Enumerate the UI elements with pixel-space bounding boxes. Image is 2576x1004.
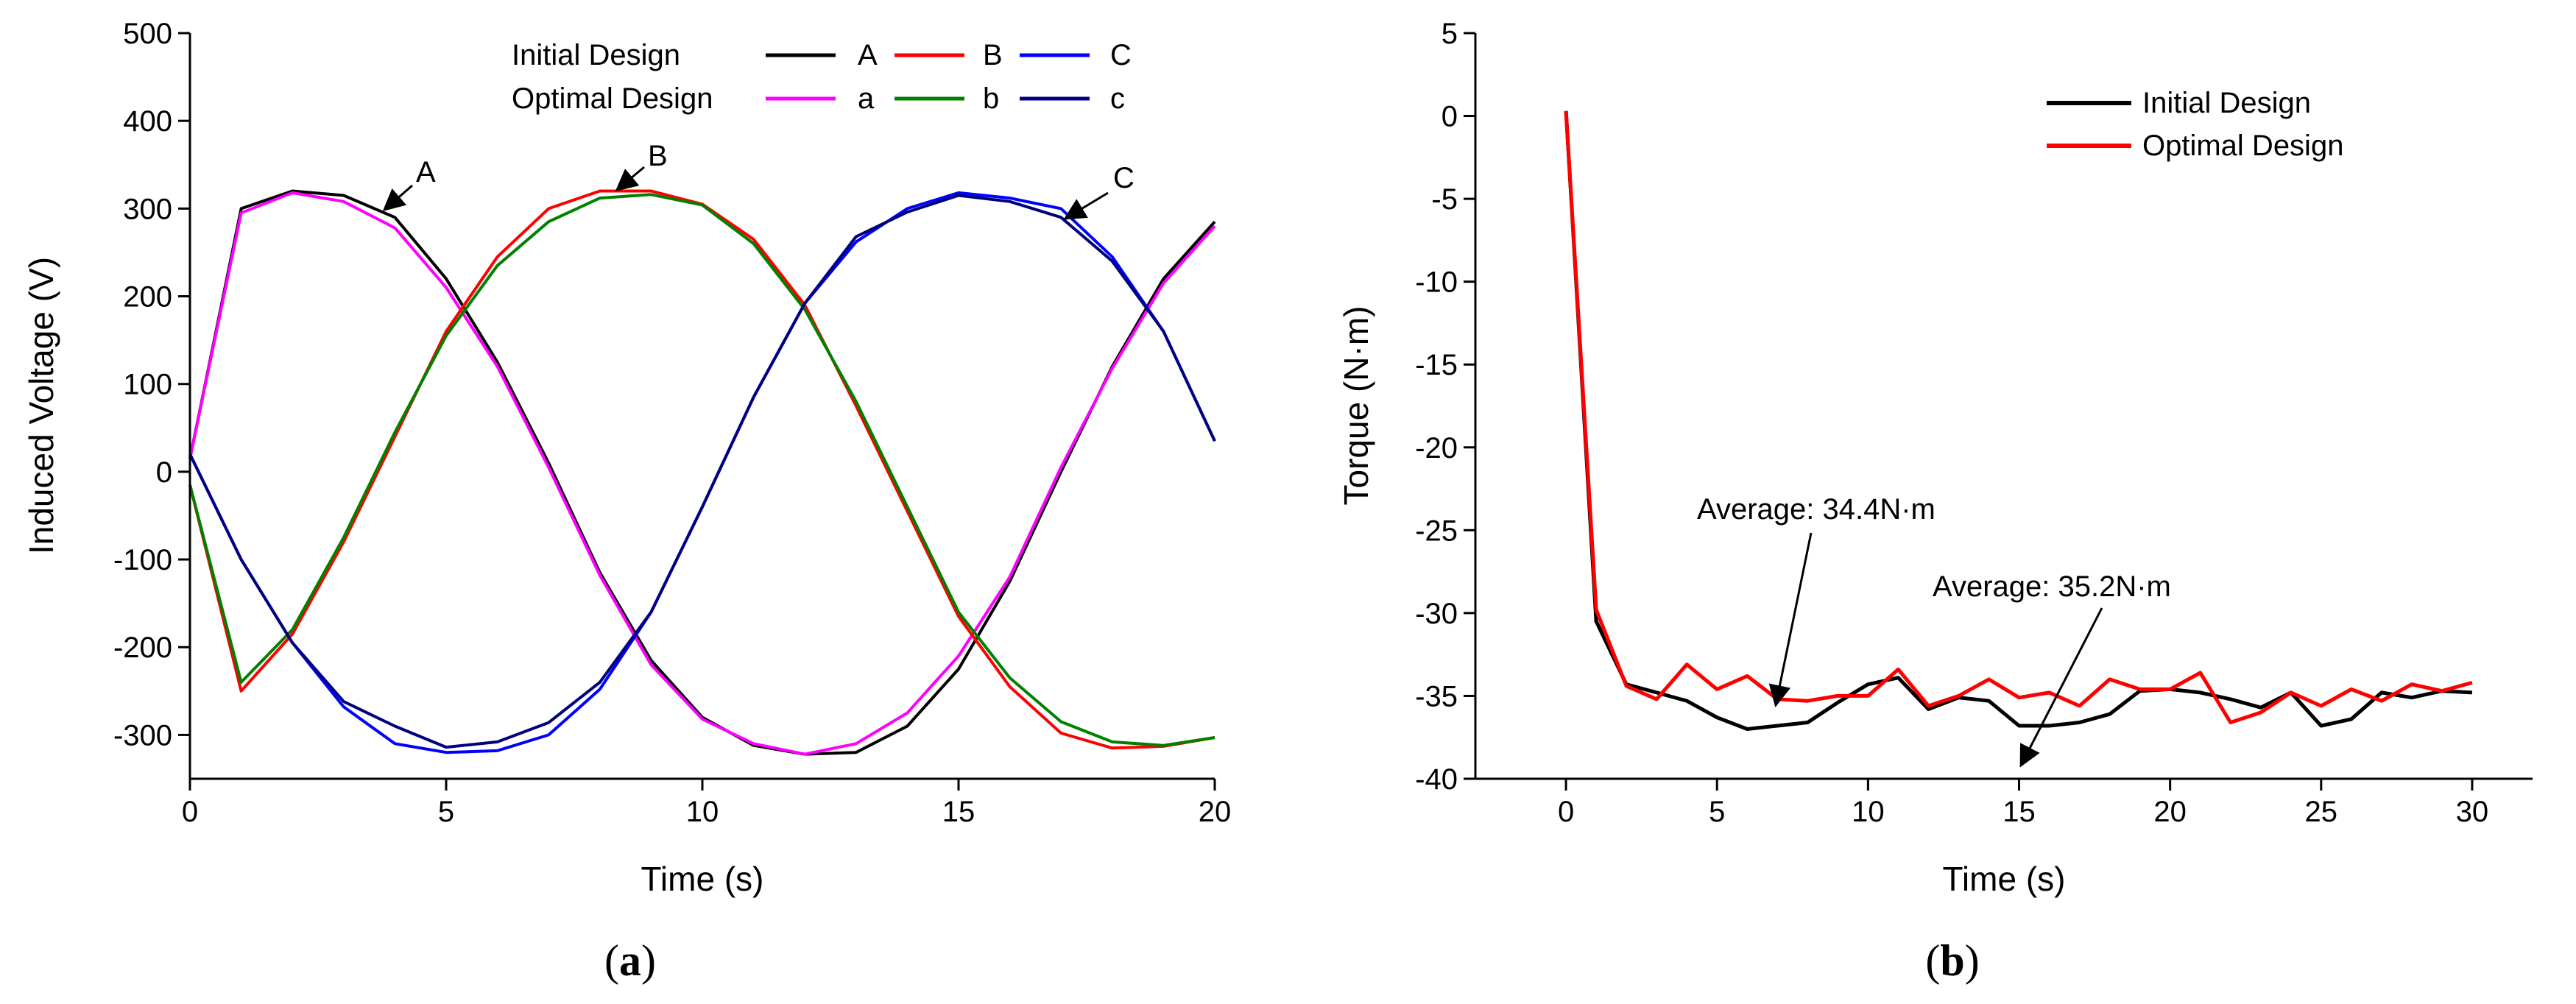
annotation-avg-initial-label: Average: 35.2N·m (1933, 570, 2171, 603)
y-tick-label: 200 (123, 281, 172, 314)
y-tick-label: 400 (123, 105, 172, 138)
annotation-B-arrow (615, 166, 645, 191)
y-tick-label: -10 (1415, 266, 1458, 299)
y-tick-label: 300 (123, 193, 172, 225)
annotation-A-arrow (382, 184, 413, 211)
annotation-avg-optimal-arrow (1768, 532, 1813, 707)
y-tick-label: 0 (1441, 101, 1458, 133)
annotation-C-arrow (1063, 191, 1109, 220)
y-tick-label: -35 (1415, 680, 1458, 713)
x-tick-label: 30 (2456, 796, 2489, 828)
legend-entry-c: c (1110, 82, 1125, 115)
x-tick-label: 20 (1199, 796, 1232, 828)
series-line-c (188, 194, 1216, 749)
x-tick-label: 5 (1709, 796, 1725, 828)
series-line-a (188, 191, 1216, 756)
y-tick-label: 500 (123, 18, 172, 50)
y-tick-label: -300 (113, 719, 172, 752)
y-tick-label: 5 (1441, 18, 1458, 50)
y-tick-label: -25 (1415, 515, 1458, 547)
legend-row-initial-label: Initial Design (512, 39, 680, 71)
chart-a-annotations: A B C (382, 140, 1135, 220)
panel-label-b: (b) (1925, 936, 1979, 985)
y-tick-label: -5 (1431, 183, 1458, 216)
y-tick-label: 0 (156, 456, 172, 489)
y-tick-label: -20 (1415, 432, 1458, 464)
series-line-initial-design (1564, 110, 2473, 731)
y-tick-label: 100 (123, 369, 172, 401)
annotation-A-label: A (416, 156, 436, 188)
annotation-avg-initial-arrow (2019, 607, 2103, 768)
x-tick-label: 15 (2002, 796, 2036, 828)
legend-entry-A: A (858, 39, 878, 71)
x-tick-label: 0 (1558, 796, 1574, 828)
legend-entry-initial: Initial Design (2142, 87, 2311, 119)
x-tick-label: 15 (942, 796, 975, 828)
annotation-avg-optimal-label: Average: 34.4N·m (1697, 493, 1935, 526)
panel-label-a: (a) (604, 936, 656, 985)
legend-entry-C: C (1110, 39, 1132, 71)
y-tick-label: -15 (1415, 349, 1458, 381)
x-tick-label: 5 (438, 796, 454, 828)
series-line-optimal-design (1564, 110, 2473, 724)
chart-b-annotations: Average: 34.4N·m Average: 35.2N·m (1697, 493, 2171, 768)
chart-b-legend: Initial Design Optimal Design (2047, 87, 2343, 162)
legend-entry-B: B (983, 39, 1003, 71)
legend-entry-a: a (858, 82, 875, 115)
legend-entry-b: b (983, 82, 999, 115)
y-tick-label: -100 (113, 544, 172, 576)
annotation-B-label: B (648, 140, 668, 172)
annotation-C-label: C (1113, 162, 1135, 194)
y-tick-label: -40 (1415, 763, 1458, 796)
y-tick-label: -30 (1415, 598, 1458, 630)
chart-b-y-label: Torque (N·m) (1337, 306, 1375, 506)
x-tick-label: 0 (182, 796, 198, 828)
chart-b: 0 5 10 15 20 25 30 -40 -35 -30 -25 -20 -15 -10 -5 0 5 Ti… (1337, 18, 2533, 985)
x-tick-label: 25 (2305, 796, 2338, 828)
legend-row-optimal-label: Optimal Design (512, 82, 713, 115)
chart-b-x-label: Time (s) (1943, 860, 2066, 898)
series-line-b (188, 193, 1215, 747)
chart-a-y-label: Induced Voltage (V) (22, 257, 60, 554)
x-tick-label: 20 (2153, 796, 2187, 828)
chart-a-x-label: Time (s) (641, 860, 764, 898)
y-tick-label: -200 (113, 632, 172, 664)
chart-a-legend: Initial Design A B C Optimal Design a b … (512, 39, 1132, 115)
series-line-a (188, 189, 1216, 756)
legend-entry-optimal: Optimal Design (2142, 130, 2343, 162)
chart-a: 0 5 10 15 20 -300 -200 -100 0 100 200 300 400 500 Tim… (22, 18, 1231, 985)
x-tick-label: 10 (1852, 796, 1885, 828)
x-tick-label: 10 (686, 796, 719, 828)
